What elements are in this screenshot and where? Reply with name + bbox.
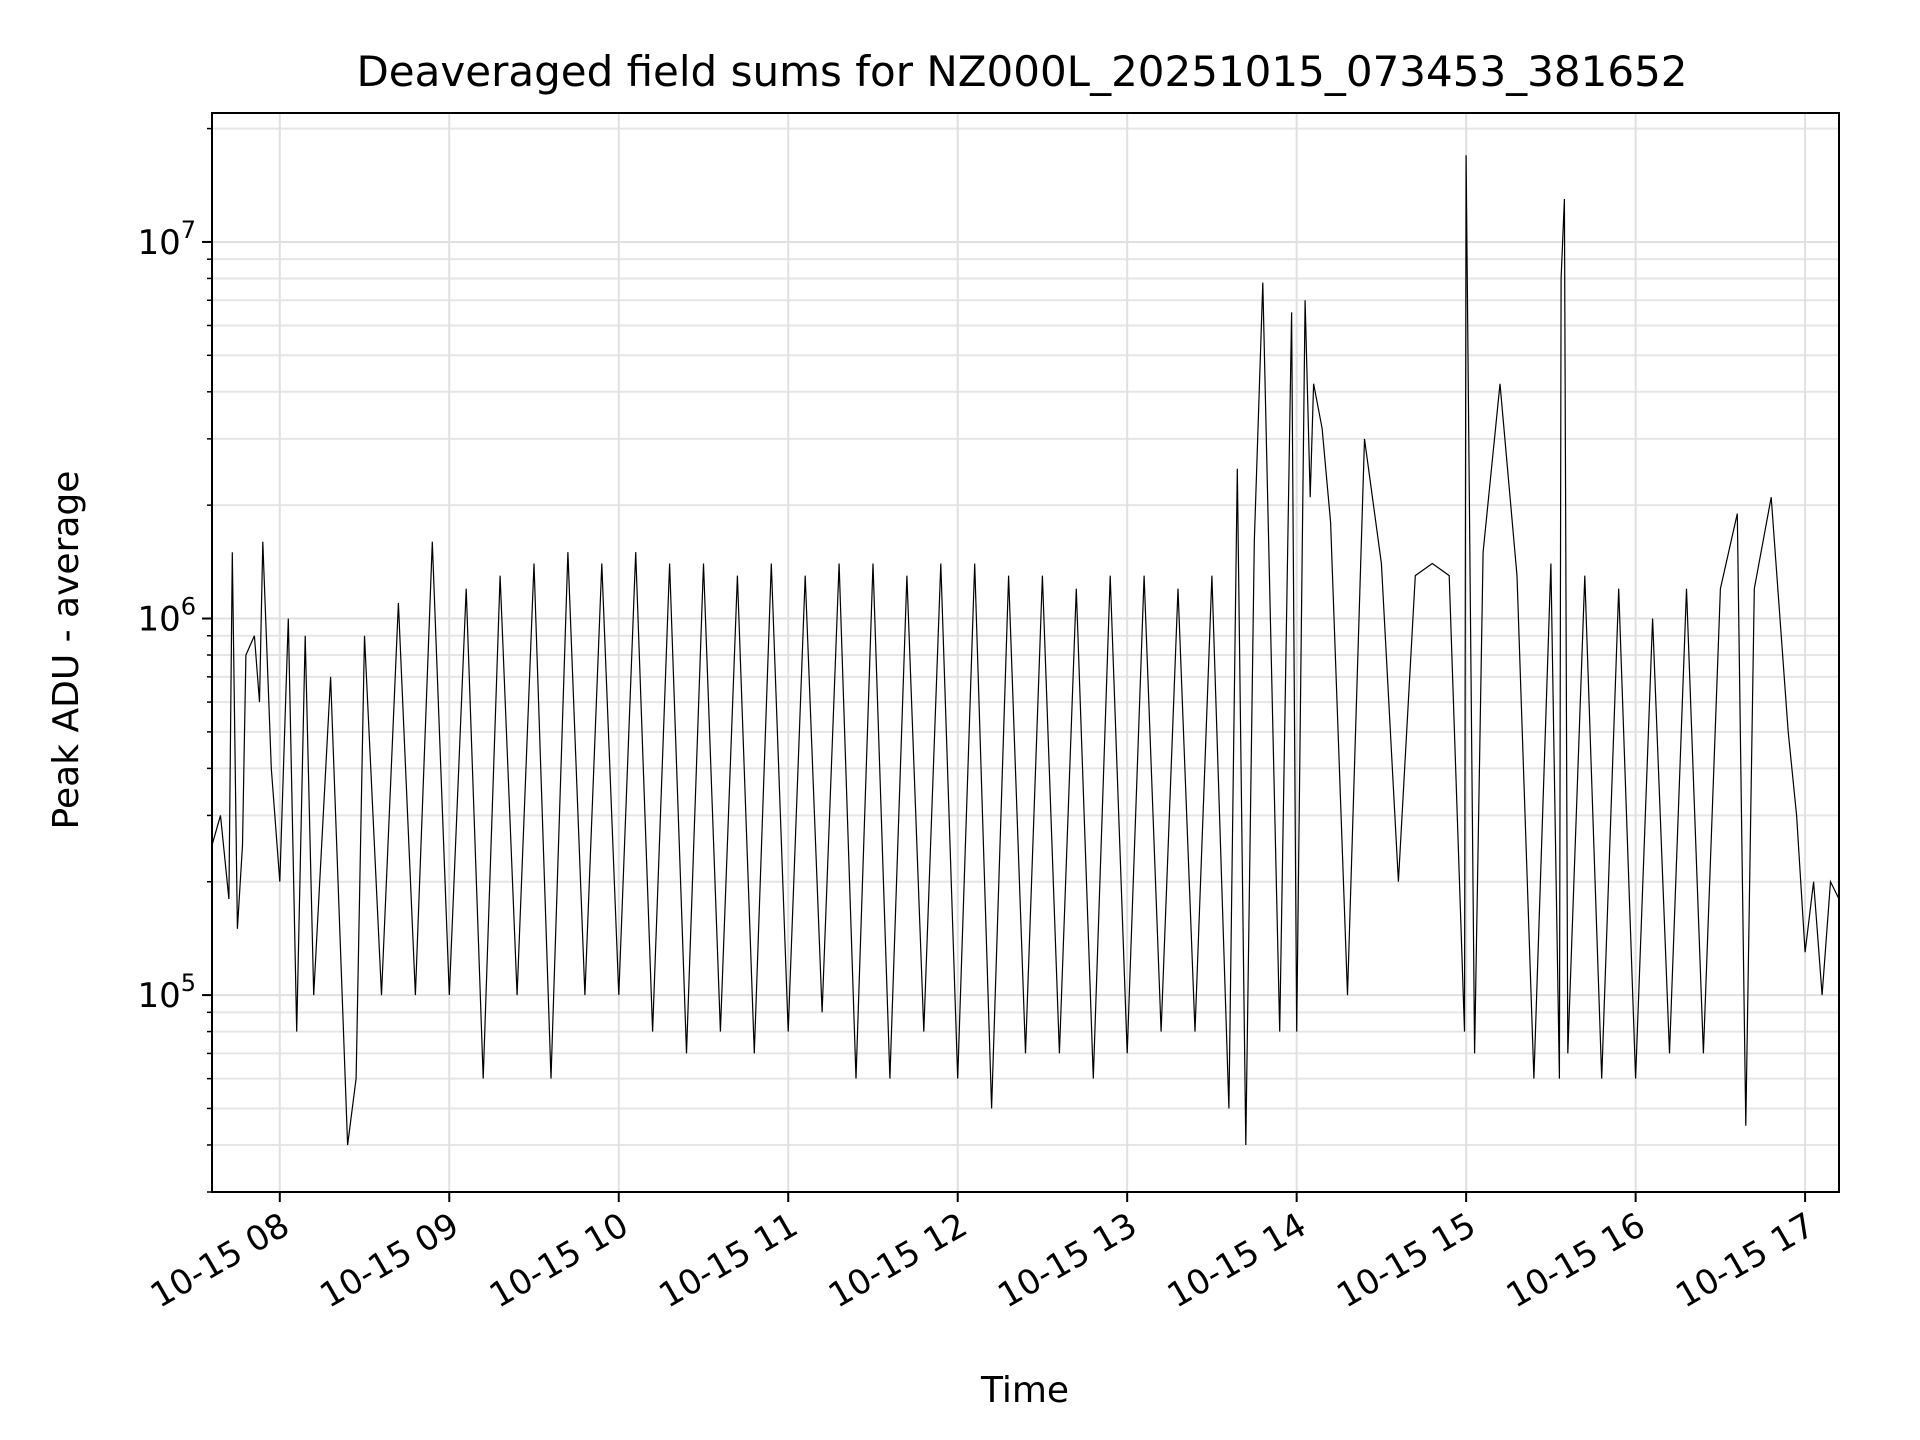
y-axis: 105 106 107 <box>137 127 212 1193</box>
series-layer <box>211 155 1840 1146</box>
x-axis-label: Time <box>980 1370 1069 1411</box>
y-tick-label: 105 <box>137 969 196 1016</box>
plot-frame <box>211 112 1840 1193</box>
chart-title: Deaveraged field sums for NZ000L_2025101… <box>356 47 1687 96</box>
y-tick-label: 107 <box>137 216 196 263</box>
y-tick-label: 106 <box>137 593 196 640</box>
grid <box>212 113 1839 1193</box>
y-axis-label: Peak ADU - average <box>46 471 87 830</box>
series-line <box>211 155 1840 1146</box>
